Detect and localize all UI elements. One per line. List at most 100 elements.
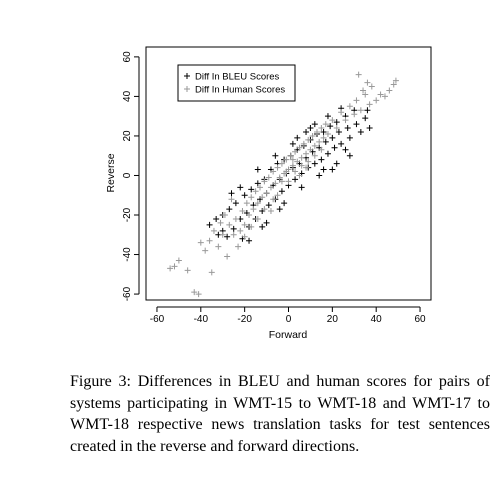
bleu-point bbox=[320, 128, 327, 135]
human-point bbox=[206, 237, 213, 244]
human-point bbox=[224, 253, 231, 260]
human-point bbox=[171, 263, 178, 270]
human-point bbox=[292, 148, 299, 155]
human-point bbox=[353, 97, 360, 104]
bleu-point bbox=[228, 190, 235, 197]
x-tick-label: 20 bbox=[327, 314, 339, 325]
human-point bbox=[373, 97, 380, 104]
human-point bbox=[278, 178, 285, 185]
human-point bbox=[248, 223, 255, 230]
y-tick-label: 60 bbox=[122, 51, 133, 63]
human-point bbox=[184, 267, 191, 274]
bleu-point bbox=[333, 119, 340, 126]
human-point bbox=[289, 162, 296, 169]
human-point bbox=[274, 192, 281, 199]
bleu-point bbox=[307, 125, 314, 132]
bleu-point bbox=[364, 107, 371, 114]
legend-plus-bleu bbox=[184, 73, 190, 79]
human-point bbox=[217, 219, 224, 226]
human-point bbox=[274, 164, 281, 171]
human-point bbox=[360, 87, 367, 94]
human-point bbox=[320, 134, 327, 141]
human-point bbox=[228, 196, 235, 203]
human-point bbox=[221, 212, 228, 219]
human-point bbox=[241, 221, 248, 228]
human-point bbox=[287, 152, 294, 159]
bleu-point bbox=[318, 156, 325, 163]
x-tick-label: 60 bbox=[414, 314, 426, 325]
legend-label-bleu: Diff In BLEU Scores bbox=[195, 72, 280, 83]
human-point bbox=[292, 168, 299, 175]
bleu-point bbox=[353, 121, 360, 128]
bleu-point bbox=[241, 192, 248, 199]
human-point bbox=[316, 138, 323, 145]
human-point bbox=[237, 227, 244, 234]
human-point bbox=[263, 190, 270, 197]
human-point bbox=[357, 107, 364, 114]
x-tick-label: -20 bbox=[237, 314, 252, 325]
x-tick-label: -40 bbox=[194, 314, 209, 325]
human-point bbox=[303, 150, 310, 157]
bleu-point bbox=[320, 166, 327, 173]
human-point bbox=[305, 158, 312, 165]
human-point bbox=[254, 200, 261, 207]
x-axis: -60 -40 -20 0 20 40 60 bbox=[150, 306, 426, 325]
bleu-point bbox=[346, 152, 353, 159]
bleu-point bbox=[259, 223, 266, 230]
bleu-point bbox=[327, 123, 334, 130]
bleu-point bbox=[213, 215, 220, 222]
human-point bbox=[278, 160, 285, 167]
human-point bbox=[381, 93, 388, 100]
human-point bbox=[386, 87, 393, 94]
bleu-point bbox=[248, 186, 255, 193]
bleu-point bbox=[333, 160, 340, 167]
legend-label-human: Diff In Human Scores bbox=[195, 85, 285, 96]
human-point bbox=[324, 130, 331, 137]
bleu-point bbox=[357, 128, 364, 135]
legend-box bbox=[177, 64, 296, 102]
series-human bbox=[167, 71, 399, 298]
series-bleu bbox=[206, 105, 373, 244]
bleu-point bbox=[362, 115, 369, 122]
y-axis: -60 -40 -20 0 20 40 60 bbox=[122, 51, 140, 301]
scatter-chart: -60 -40 -20 0 20 40 60 -60 -40 -20 0 20 40 60 Forwar… bbox=[105, 46, 432, 341]
human-point bbox=[215, 243, 222, 250]
human-point bbox=[346, 103, 353, 110]
human-point bbox=[195, 291, 202, 298]
human-point bbox=[226, 221, 233, 228]
bleu-point bbox=[292, 176, 299, 183]
human-point bbox=[270, 196, 277, 203]
bleu-point bbox=[322, 138, 329, 145]
human-point bbox=[283, 168, 290, 175]
y-tick-label: 20 bbox=[122, 130, 133, 142]
human-point bbox=[202, 247, 209, 254]
bleu-point bbox=[206, 221, 213, 228]
human-point bbox=[298, 154, 305, 161]
bleu-point bbox=[346, 134, 353, 141]
human-point bbox=[314, 128, 320, 135]
bleu-point bbox=[338, 140, 345, 147]
figure-caption: Figure 3: Differences in BLEU and human … bbox=[70, 373, 490, 455]
bleu-point bbox=[329, 134, 336, 141]
bleu-point bbox=[316, 172, 323, 179]
legend-marker-human bbox=[184, 86, 190, 92]
bleu-point bbox=[246, 237, 253, 244]
bleu-point bbox=[254, 180, 261, 187]
human-point bbox=[248, 194, 255, 201]
human-point bbox=[235, 243, 242, 250]
bleu-point bbox=[298, 184, 305, 191]
bleu-point bbox=[237, 184, 244, 191]
y-tick-label: -40 bbox=[122, 247, 133, 262]
bleu-point bbox=[311, 160, 318, 167]
y-tick-label: 40 bbox=[122, 90, 133, 102]
human-point bbox=[364, 79, 371, 86]
bleu-point bbox=[335, 128, 342, 135]
y-tick-label: -60 bbox=[122, 286, 133, 301]
x-tick-label: 0 bbox=[286, 314, 292, 325]
human-point bbox=[254, 215, 261, 222]
y-tick-label: 0 bbox=[122, 172, 133, 178]
bleu-point bbox=[230, 225, 237, 232]
human-point bbox=[197, 239, 204, 246]
human-point bbox=[307, 146, 314, 153]
human-point bbox=[294, 158, 301, 165]
